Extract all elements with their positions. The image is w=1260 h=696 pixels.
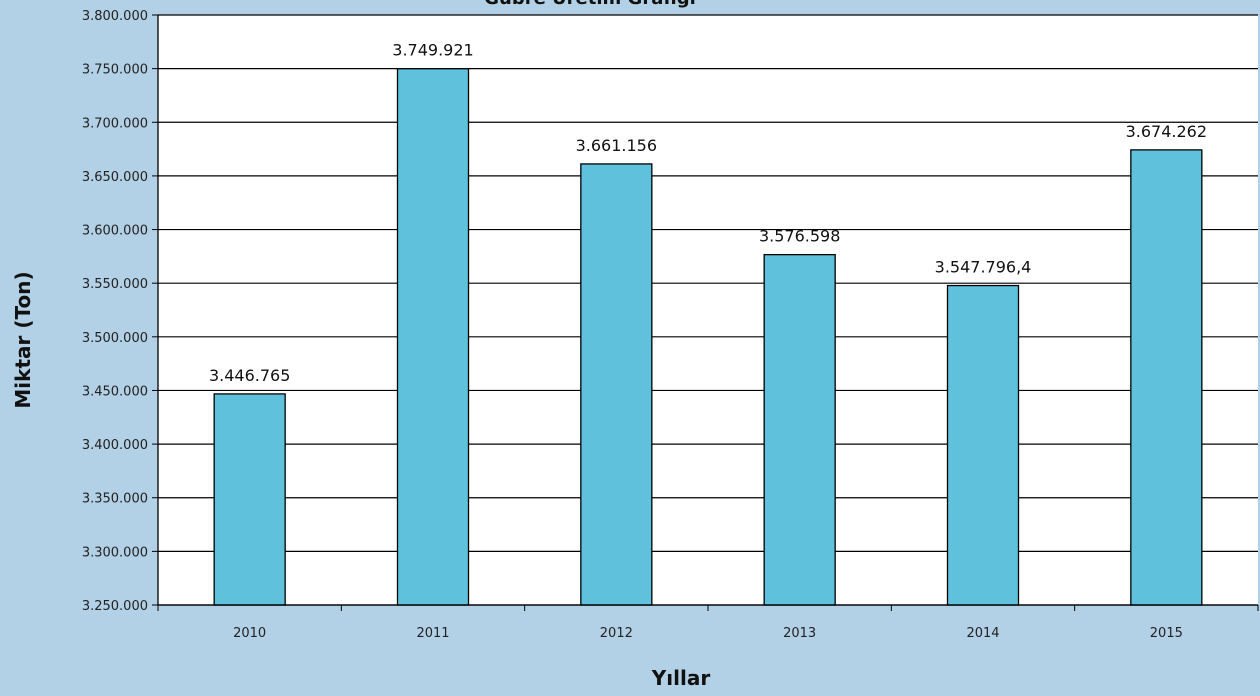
gridlines (152, 14, 1258, 606)
bar-2011 (396, 68, 470, 606)
plot-area (158, 15, 1258, 605)
data-label-2010: 3.446.765 (209, 366, 290, 385)
x-tick-label-2012: 2012 (600, 626, 633, 641)
y-tick-label: 3.250.000 (82, 599, 148, 614)
bar-2013 (763, 253, 836, 606)
y-tick-label: 3.300.000 (82, 545, 148, 560)
x-tick-label-2015: 2015 (1150, 626, 1183, 641)
y-tick-label: 3.750.000 (82, 63, 148, 78)
bar-2015 (1130, 149, 1203, 606)
bar-2010 (213, 393, 286, 606)
y-axis-title: Miktar (Ton) (11, 271, 35, 408)
y-tick-label: 3.500.000 (82, 331, 148, 346)
data-label-2014: 3.547.796,4 (935, 258, 1032, 277)
bars (213, 68, 1203, 606)
bar-2012 (580, 163, 653, 606)
y-tick-label: 3.550.000 (82, 277, 148, 292)
y-tick-labels: 3.250.000 3.300.000 3.350.000 3.400.000 3.45… (82, 9, 148, 614)
y-tick-label: 3.800.000 (82, 9, 148, 24)
axes (157, 15, 1259, 611)
y-tick-label: 3.400.000 (82, 438, 148, 453)
x-tick-label-2011: 2011 (416, 626, 449, 641)
y-tick-label: 3.700.000 (82, 116, 148, 131)
x-tick-label-2013: 2013 (783, 626, 816, 641)
chart-title: Gübre Üretim Grafiği (484, 0, 696, 9)
data-label-2013: 3.576.598 (759, 227, 840, 246)
y-tick-label: 3.600.000 (82, 224, 148, 239)
x-axis-title: Yıllar (651, 666, 711, 690)
data-label-2012: 3.661.156 (576, 136, 657, 155)
bar-2014 (946, 284, 1020, 606)
x-tick-label-2014: 2014 (966, 626, 999, 641)
data-label-2015: 3.674.262 (1126, 122, 1207, 141)
y-tick-label: 3.650.000 (82, 170, 148, 185)
y-tick-label: 3.450.000 (82, 384, 148, 399)
y-tick-label: 3.350.000 (82, 492, 148, 507)
x-tick-label-2010: 2010 (233, 626, 266, 641)
data-label-2011: 3.749.921 (392, 41, 473, 60)
data-labels: 3.446.765 3.749.921 3.661.156 3.576.598 3.54… (209, 41, 1207, 385)
x-tick-labels: 2010 2011 2012 2013 2014 2015 (233, 626, 1183, 641)
